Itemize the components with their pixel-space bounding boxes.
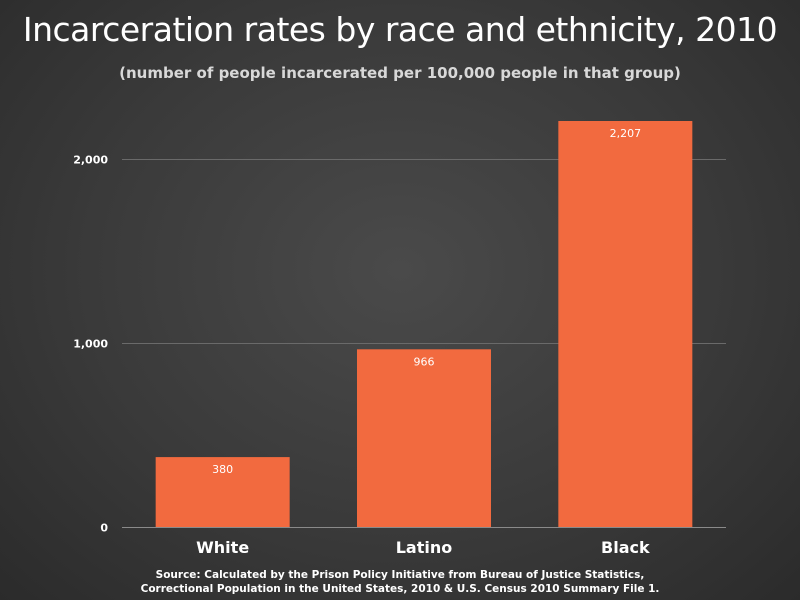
chart-title: Incarceration rates by race and ethnicit… [22,10,778,49]
y-tick-label: 1,000 [73,338,108,351]
value-label: 966 [414,355,435,368]
y-axis-ticks: 0 1,000 2,000 [73,154,108,535]
x-category-label: Latino [396,538,453,557]
bar-latino [357,349,491,527]
chart-subtitle: (number of people incarcerated per 100,0… [119,64,681,82]
y-tick-label: 2,000 [73,154,108,167]
y-tick-label: 0 [100,522,108,535]
bar-white [155,457,290,527]
value-label: 2,207 [610,127,642,140]
x-category-label: Black [601,538,650,557]
x-axis-categories: White Latino Black [196,538,650,557]
bars [155,121,693,527]
source-line-2: Correctional Population in the United St… [140,583,660,595]
x-category-label: White [196,538,249,557]
value-label: 380 [212,463,233,476]
value-labels: 380 966 2,207 [212,127,641,476]
source-line-1: Source: Calculated by the Prison Policy … [155,569,645,581]
bar-black [558,121,693,527]
source-note: Source: Calculated by the Prison Policy … [0,568,800,596]
